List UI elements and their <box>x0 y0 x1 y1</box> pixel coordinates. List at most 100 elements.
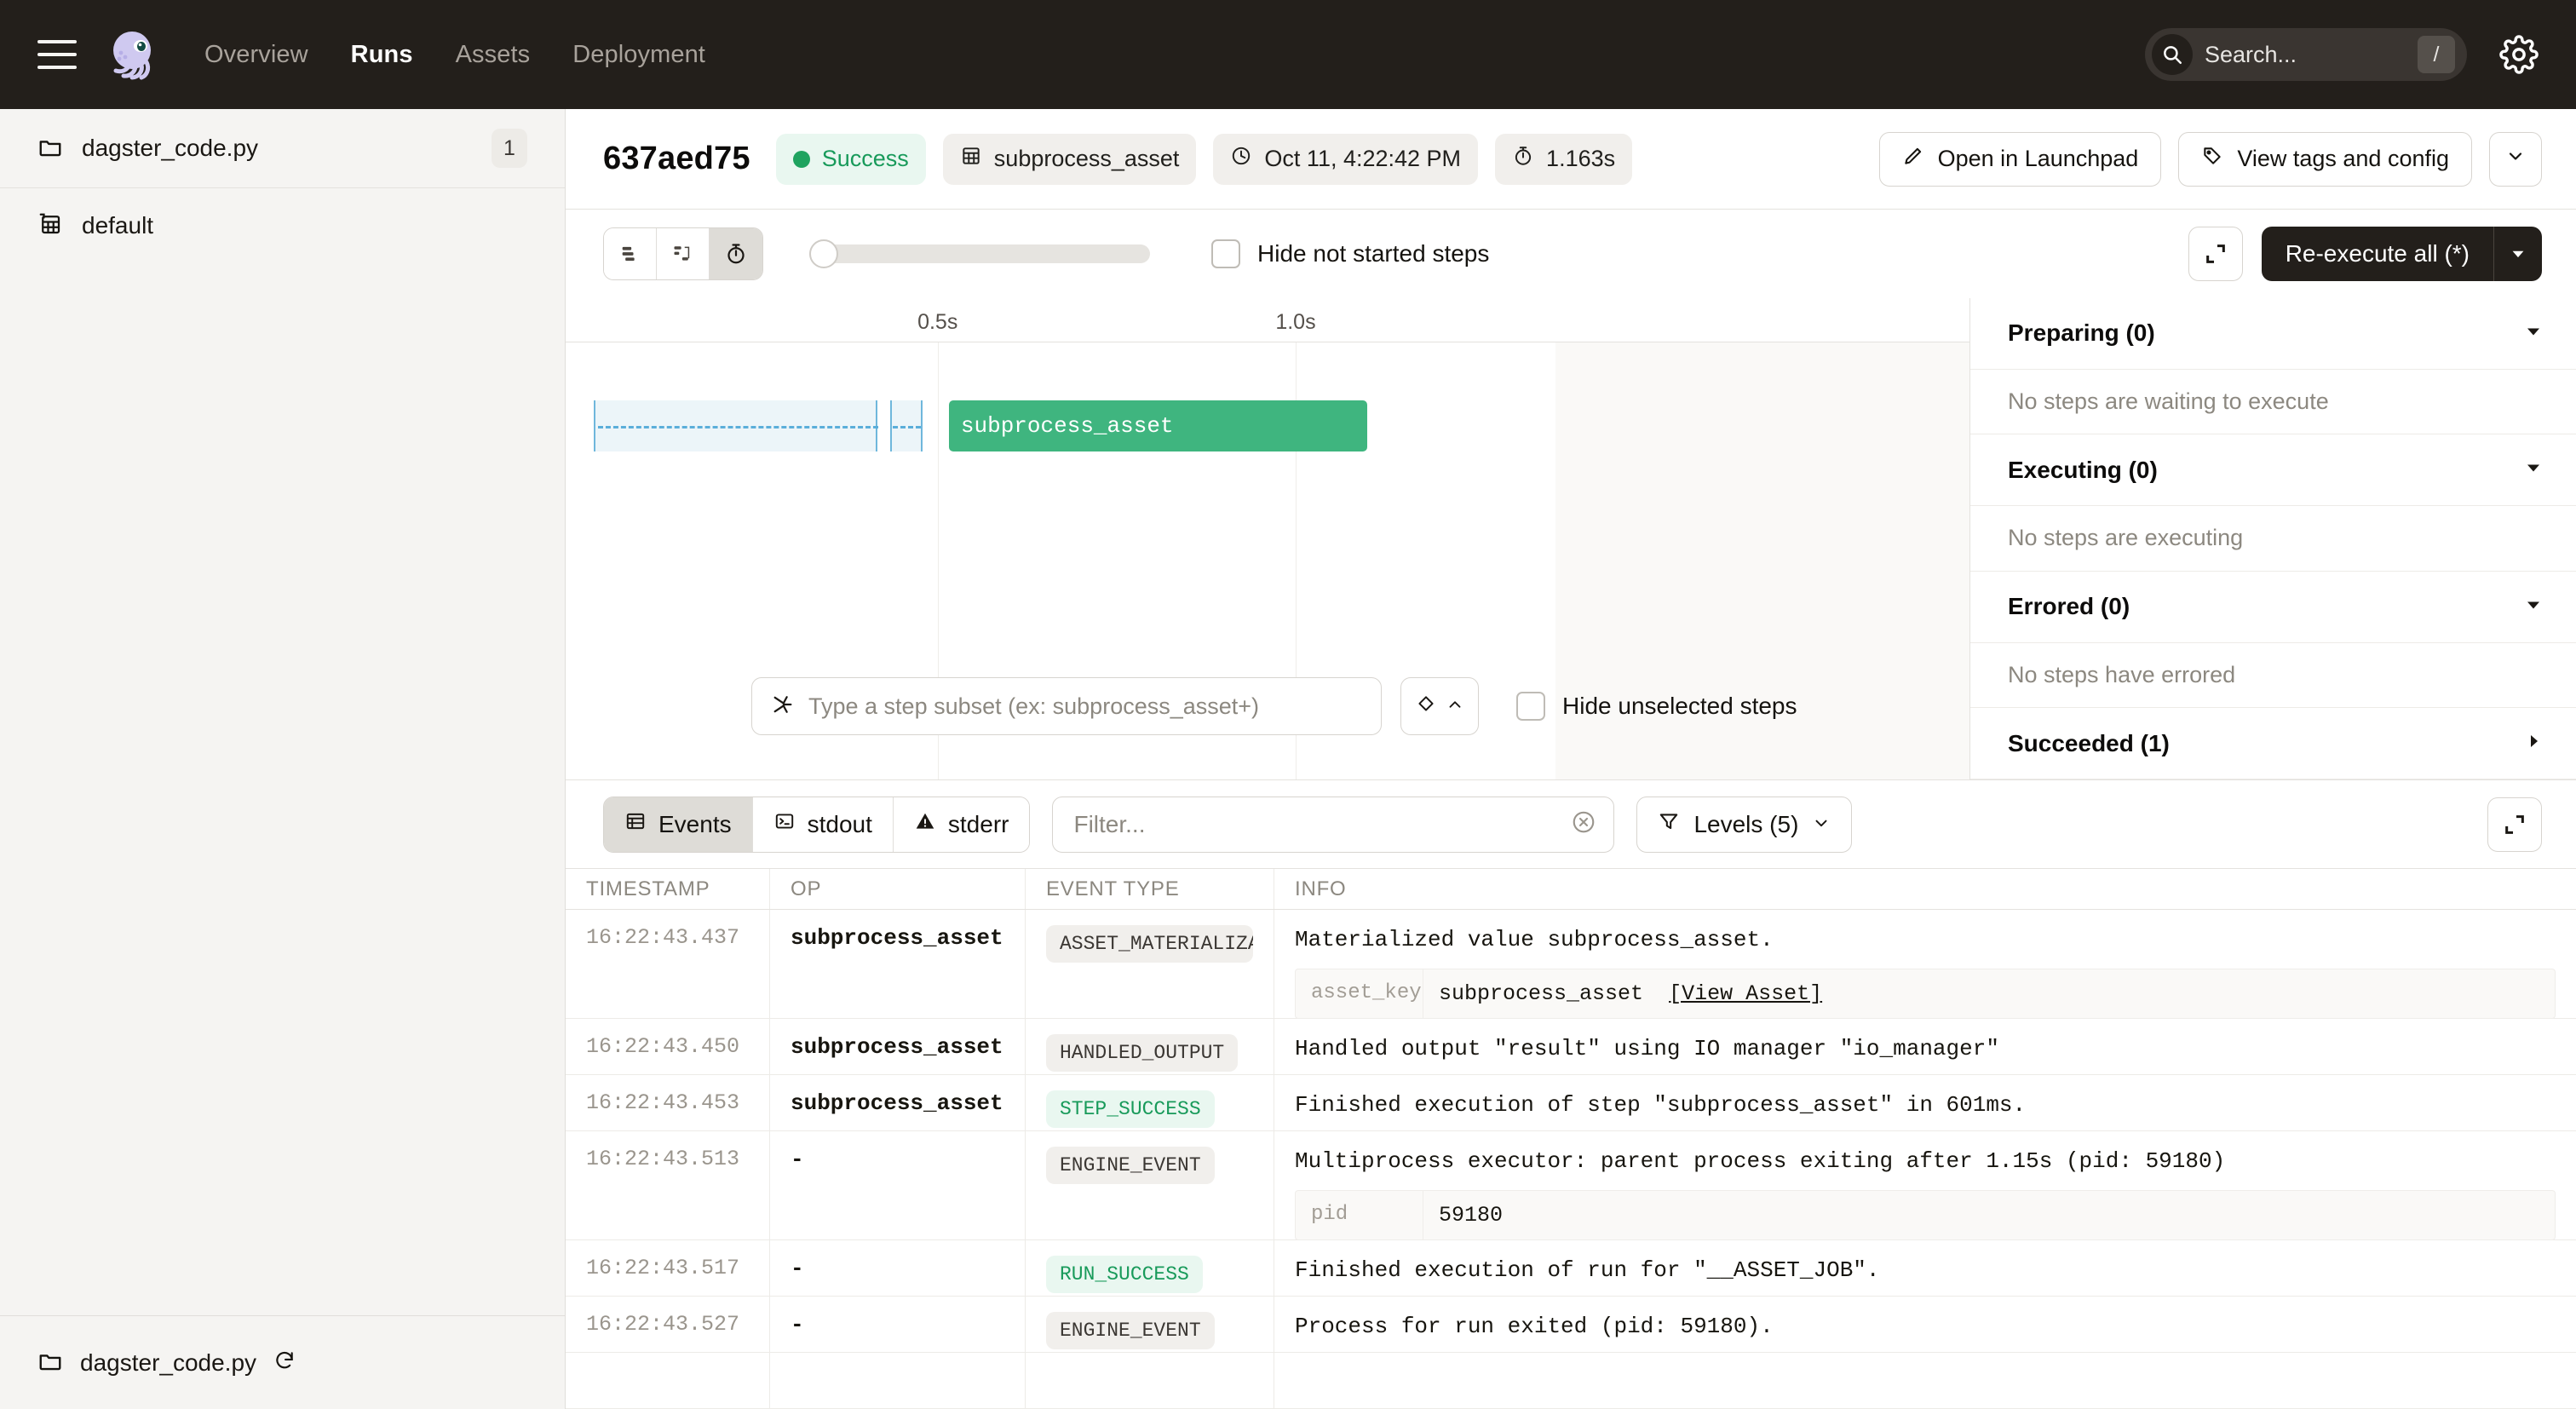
nav-link-assets[interactable]: Assets <box>455 40 531 68</box>
stopwatch-icon[interactable] <box>710 228 762 279</box>
global-search-input[interactable]: Search... / <box>2145 28 2467 81</box>
row-metadata: pid 59180 <box>1295 1190 2556 1241</box>
tab-stderr[interactable]: stderr <box>893 797 1030 852</box>
row-op: - <box>791 1256 804 1281</box>
repository-label: default <box>82 212 154 239</box>
table-row[interactable]: 16:22:43.450 subprocess_asset HANDLED_OU… <box>566 1019 2576 1075</box>
status-dot-icon <box>792 150 810 168</box>
tab-stdout[interactable]: stdout <box>752 797 894 852</box>
sidebar-item-code-location[interactable]: dagster_code.py 1 <box>0 109 565 187</box>
table-row[interactable]: 16:22:43.453 subprocess_asset STEP_SUCCE… <box>566 1075 2576 1131</box>
sidebar-spacer <box>0 263 565 1315</box>
checkbox-box <box>1211 239 1240 268</box>
sidebar-footer-code-location[interactable]: dagster_code.py <box>0 1315 565 1409</box>
table-row[interactable]: 16:22:43.527 - ENGINE_EVENT Process for … <box>566 1297 2576 1353</box>
open-in-launchpad-button[interactable]: Open in Launchpad <box>1878 131 2162 187</box>
dagster-logo[interactable] <box>107 28 160 81</box>
step-status-section-succeeded[interactable]: Succeeded (1) <box>1970 708 2576 779</box>
gantt-inactive-shade <box>1555 342 1969 779</box>
pencil-icon <box>1902 145 1924 173</box>
logs-tab-group: Events stdout <box>603 796 1031 853</box>
re-execute-all-label: Re-execute all (*) <box>2285 240 2470 267</box>
duration-chip: 1.163s <box>1495 133 1633 185</box>
row-info: Handled output "result" using IO manager… <box>1295 1036 1999 1061</box>
sidebar-item-repository[interactable]: default <box>0 188 565 263</box>
gantt-zoom-slider[interactable] <box>809 239 1150 268</box>
gantt-chart-area: 0.5s 1.0s subprocess_asset <box>566 298 2576 780</box>
step-status-section-executing[interactable]: Executing (0) <box>1970 434 2576 507</box>
table-row[interactable]: 16:22:43.513 - ENGINE_EVENT Multiprocess… <box>566 1131 2576 1241</box>
metadata-key: pid <box>1296 1191 1423 1240</box>
table-row[interactable]: 16:22:43.517 - RUN_SUCCESS Finished exec… <box>566 1240 2576 1297</box>
funnel-icon <box>1658 810 1680 838</box>
logs-filter-input[interactable]: Filter... <box>1052 796 1615 853</box>
table-row[interactable]: 16:22:43.437 subprocess_asset ASSET_MATE… <box>566 910 2576 1020</box>
job-chip[interactable]: subprocess_asset <box>942 133 1197 185</box>
re-execute-all-button[interactable]: Re-execute all (*) <box>2261 227 2542 281</box>
hide-not-started-steps-checkbox[interactable]: Hide not started steps <box>1211 239 1489 268</box>
section-title: Executing (0) <box>2008 456 2158 483</box>
tab-stderr-label: stderr <box>947 810 1009 837</box>
logs-toolbar: Events stdout <box>566 780 2576 869</box>
chevron-down-icon[interactable] <box>2523 321 2544 346</box>
chevron-down-icon[interactable] <box>2523 457 2544 482</box>
list-icon[interactable] <box>604 228 657 279</box>
step-status-section-errored[interactable]: Errored (0) <box>1970 572 2576 643</box>
step-subset-layers-button[interactable] <box>1400 677 1479 735</box>
top-navigation-bar: Overview Runs Assets Deployment Search..… <box>0 0 2576 109</box>
column-header-op: OP <box>770 869 1026 909</box>
grid-icon <box>37 211 63 241</box>
clear-circle-icon[interactable] <box>1571 809 1596 839</box>
logs-toolbar-right <box>2487 797 2542 852</box>
sidebar-footer-label: dagster_code.py <box>80 1349 257 1376</box>
run-more-actions-button[interactable] <box>2489 131 2542 187</box>
chevron-down-icon[interactable] <box>2494 244 2542 263</box>
view-asset-link[interactable]: [View Asset] <box>1669 981 1823 1007</box>
tag-icon <box>2201 145 2223 173</box>
refresh-icon[interactable] <box>273 1349 296 1376</box>
slider-thumb[interactable] <box>809 239 838 268</box>
levels-filter-button[interactable]: Levels (5) <box>1636 796 1853 853</box>
clock-icon <box>1230 145 1252 173</box>
expand-icon[interactable] <box>2188 227 2243 281</box>
row-timestamp: 16:22:43.517 <box>586 1256 740 1280</box>
gantt-timeline[interactable]: 0.5s 1.0s subprocess_asset <box>566 298 1969 779</box>
gantt-gridline <box>937 342 939 779</box>
terminal-icon <box>773 810 796 838</box>
tab-events-label: Events <box>658 810 732 837</box>
gear-icon[interactable] <box>2499 35 2539 74</box>
status-badge: Success <box>775 133 926 185</box>
nav-link-runs[interactable]: Runs <box>350 40 413 68</box>
hierarchy-icon[interactable] <box>657 228 710 279</box>
time-tick: 0.5s <box>917 310 958 334</box>
row-event-type: RUN_SUCCESS <box>1046 1256 1203 1293</box>
folder-icon <box>37 1348 63 1377</box>
step-subset-input[interactable]: Type a step subset (ex: subprocess_asset… <box>751 677 1382 735</box>
page-body: dagster_code.py 1 default <box>0 109 2576 1409</box>
nav-link-overview[interactable]: Overview <box>204 40 308 68</box>
search-placeholder: Search... <box>2205 41 2297 67</box>
slider-track <box>809 244 1150 263</box>
row-event-type: ENGINE_EVENT <box>1046 1312 1215 1349</box>
row-op: subprocess_asset <box>791 1090 1003 1116</box>
top-right-controls: Search... / <box>2145 28 2539 81</box>
step-status-section-preparing[interactable]: Preparing (0) <box>1970 298 2576 370</box>
code-location-badge: 1 <box>492 129 527 168</box>
folder-icon <box>37 134 63 164</box>
chevron-right-icon[interactable] <box>2523 731 2544 756</box>
tab-events[interactable]: Events <box>604 797 753 852</box>
nav-link-deployment[interactable]: Deployment <box>572 40 705 68</box>
step-subset-controls: Type a step subset (ex: subprocess_asset… <box>751 677 1797 735</box>
main-nav-links: Overview Runs Assets Deployment <box>204 41 705 69</box>
metadata-value: 59180 <box>1439 1203 1504 1228</box>
hamburger-icon[interactable] <box>37 40 77 69</box>
expand-icon[interactable] <box>2487 797 2542 852</box>
row-op: - <box>791 1147 804 1172</box>
checkbox-box <box>1516 692 1545 721</box>
code-location-section: dagster_code.py 1 <box>0 109 565 188</box>
chevron-down-icon[interactable] <box>2523 595 2544 619</box>
gantt-step-bar[interactable]: subprocess_asset <box>948 400 1367 451</box>
empty-message: No steps are waiting to execute <box>2008 388 2329 415</box>
view-tags-and-config-button[interactable]: View tags and config <box>2178 131 2472 187</box>
hide-unselected-steps-checkbox[interactable]: Hide unselected steps <box>1516 692 1797 721</box>
